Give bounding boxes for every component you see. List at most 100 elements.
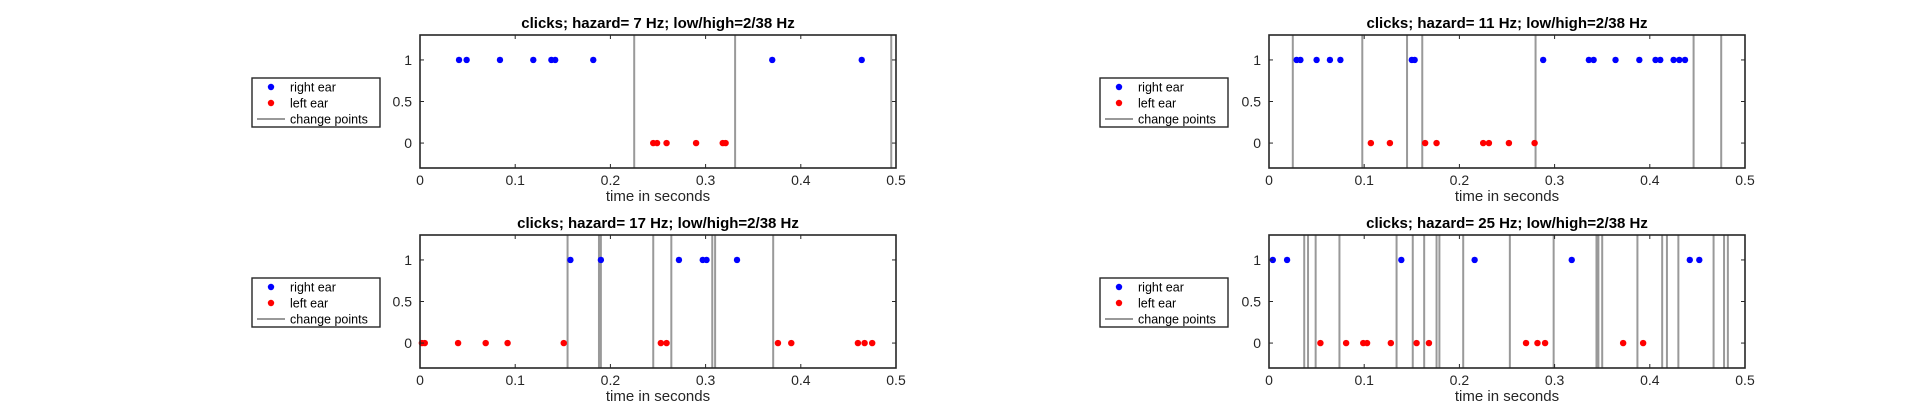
x-tick-label: 0.1 bbox=[1354, 172, 1374, 188]
x-tick-label: 0 bbox=[416, 372, 424, 388]
legend-label: change points bbox=[290, 113, 368, 127]
legend-label: right ear bbox=[290, 81, 336, 95]
plot-area bbox=[420, 235, 896, 368]
left-ear-click bbox=[482, 339, 489, 347]
y-tick-label: 0.5 bbox=[1242, 294, 1262, 310]
left-ear-click bbox=[774, 339, 782, 347]
x-tick-label: 0.5 bbox=[1735, 372, 1755, 388]
left-ear-click bbox=[1485, 139, 1493, 147]
right-ear-click bbox=[567, 256, 574, 264]
right-ear-click bbox=[858, 56, 865, 64]
right-ear-click bbox=[1411, 56, 1418, 64]
right-ear-click bbox=[1636, 56, 1643, 64]
left-ear-click bbox=[560, 339, 567, 347]
left-ear-click bbox=[1425, 339, 1433, 347]
left-ear-click bbox=[1342, 339, 1350, 347]
x-axis-label: time in seconds bbox=[606, 388, 710, 405]
right-ear-click bbox=[1652, 56, 1659, 64]
y-tick-label: 0.5 bbox=[1242, 94, 1262, 110]
legend-marker-symbol bbox=[1115, 299, 1123, 307]
x-tick-label: 0.5 bbox=[886, 372, 906, 388]
legend-marker-symbol bbox=[1115, 283, 1123, 291]
legend-marker-symbol bbox=[267, 99, 275, 107]
legend-label: right ear bbox=[290, 281, 336, 295]
right-ear-click bbox=[1297, 56, 1304, 64]
left-ear-click bbox=[1363, 339, 1371, 347]
y-tick-label: 1 bbox=[1253, 252, 1261, 268]
legend: right ear left ear change points bbox=[251, 77, 381, 128]
legend-marker-symbol bbox=[1115, 83, 1123, 91]
right-ear-click bbox=[1681, 56, 1689, 64]
chart-title: clicks; hazard= 11 Hz; low/high=2/38 Hz bbox=[1367, 15, 1648, 32]
legend-label: left ear bbox=[290, 97, 328, 111]
chart-panel-1: 0 0.1 0.2 0.3 0.4 0.5 0 0.5 1 clicks; hazard= 7 H… bbox=[251, 15, 906, 205]
y-tick-label: 0 bbox=[1253, 135, 1261, 151]
right-ear-click bbox=[1585, 56, 1593, 64]
left-ear-click bbox=[504, 339, 511, 347]
chart-panel-4: 0 0.1 0.2 0.3 0.4 0.5 0 0.5 1 clicks; hazard= 25 … bbox=[1099, 215, 1755, 405]
right-ear-click bbox=[1283, 256, 1291, 264]
left-ear-click bbox=[722, 139, 729, 147]
chart-title: clicks; hazard= 17 Hz; low/high=2/38 Hz bbox=[517, 215, 799, 232]
x-tick-label: 0 bbox=[1265, 372, 1273, 388]
plot-area bbox=[1269, 35, 1745, 168]
left-ear-click bbox=[788, 339, 795, 347]
x-tick-label: 0.3 bbox=[1545, 172, 1565, 188]
right-ear-click bbox=[463, 56, 470, 64]
left-ear-click bbox=[1522, 339, 1530, 347]
right-ear-click bbox=[1670, 56, 1677, 64]
chart-title: clicks; hazard= 25 Hz; low/high=2/38 Hz bbox=[1366, 215, 1648, 232]
legend-label: right ear bbox=[1138, 81, 1184, 95]
left-ear-click bbox=[1505, 139, 1513, 147]
x-tick-label: 0.4 bbox=[791, 172, 811, 188]
right-ear-click bbox=[1612, 56, 1619, 64]
left-ear-click bbox=[1367, 139, 1375, 147]
left-ear-click bbox=[1619, 339, 1627, 347]
right-ear-click bbox=[1676, 56, 1683, 64]
legend-marker-symbol bbox=[1115, 99, 1123, 107]
right-ear-click bbox=[675, 256, 683, 264]
left-ear-click bbox=[861, 339, 868, 347]
y-tick-label: 0.5 bbox=[393, 294, 413, 310]
right-ear-click bbox=[1337, 56, 1344, 64]
legend-label: left ear bbox=[1138, 297, 1176, 311]
right-ear-click bbox=[1590, 56, 1597, 64]
left-ear-click bbox=[692, 139, 700, 147]
x-tick-label: 0 bbox=[1265, 172, 1273, 188]
x-axis-label: time in seconds bbox=[1455, 188, 1559, 205]
x-tick-label: 0.4 bbox=[791, 372, 811, 388]
left-ear-click bbox=[454, 339, 462, 347]
right-ear-click bbox=[1568, 256, 1575, 264]
right-ear-click bbox=[590, 56, 597, 64]
y-tick-label: 0 bbox=[404, 135, 412, 151]
right-ear-click bbox=[1696, 256, 1703, 264]
legend-label: change points bbox=[1138, 313, 1216, 327]
legend: right ear left ear change points bbox=[251, 277, 381, 328]
right-ear-click bbox=[551, 56, 559, 64]
left-ear-click bbox=[653, 139, 661, 147]
plot-area bbox=[420, 35, 896, 168]
x-tick-label: 0 bbox=[416, 172, 424, 188]
legend-marker-symbol bbox=[267, 283, 275, 291]
right-ear-click bbox=[1539, 56, 1547, 64]
left-ear-click bbox=[421, 339, 428, 347]
x-tick-label: 0.3 bbox=[696, 372, 716, 388]
right-ear-click bbox=[1657, 56, 1664, 64]
y-tick-label: 0 bbox=[1253, 335, 1261, 351]
x-tick-label: 0.1 bbox=[505, 372, 525, 388]
legend-marker-symbol bbox=[267, 83, 275, 91]
left-ear-click bbox=[1480, 139, 1487, 147]
chart-title: clicks; hazard= 7 Hz; low/high=2/38 Hz bbox=[521, 15, 794, 32]
legend: right ear left ear change points bbox=[1099, 277, 1229, 328]
right-ear-click bbox=[530, 56, 537, 64]
legend-label: right ear bbox=[1138, 281, 1184, 295]
left-ear-click bbox=[1541, 339, 1549, 347]
left-ear-click bbox=[1421, 139, 1429, 147]
left-ear-click bbox=[1639, 339, 1647, 347]
plot-area bbox=[1269, 235, 1745, 368]
x-tick-label: 0.2 bbox=[601, 172, 621, 188]
left-ear-click bbox=[1413, 339, 1420, 347]
left-ear-click bbox=[854, 339, 862, 347]
right-ear-click bbox=[733, 256, 741, 264]
